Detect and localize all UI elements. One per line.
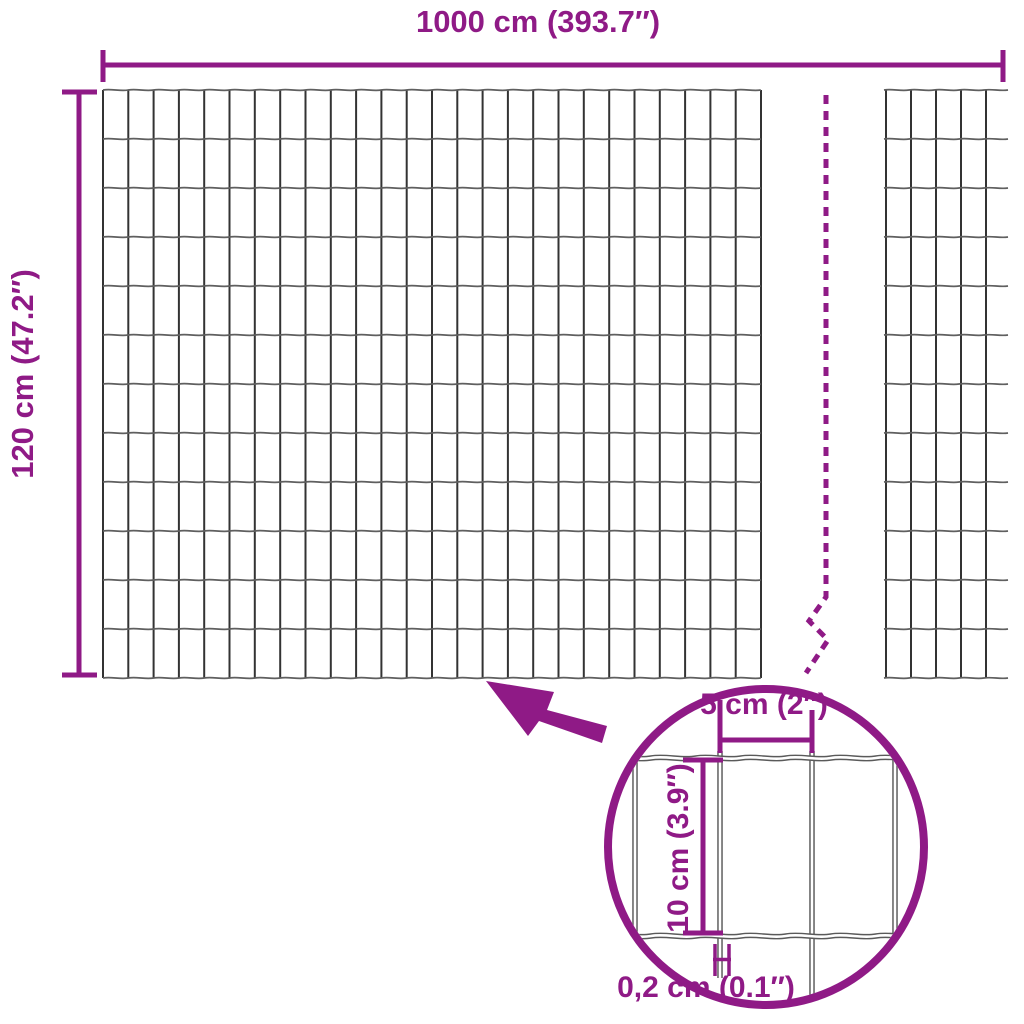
- width-dimension-label: 1000 cm (393.7″): [416, 4, 660, 39]
- cell-width-label: 5 cm (2″): [700, 688, 828, 721]
- cell-height-dimension: 10 cm (3.9″): [662, 757, 723, 936]
- magnifier-circle-icon: [604, 685, 928, 1009]
- fence-mesh-right: [883, 88, 1009, 680]
- width-dimension: 1000 cm (393.7″): [100, 4, 1006, 82]
- cell-width-dimension: 5 cm (2″): [700, 688, 828, 753]
- wire-thickness-label: 0,2 cm (0.1″): [617, 971, 795, 1004]
- height-dimension: 120 cm (47.2″): [5, 89, 97, 678]
- height-dimension-label: 120 cm (47.2″): [5, 269, 40, 479]
- fence-mesh-main: [102, 88, 762, 680]
- break-line: [803, 95, 832, 675]
- magnifier-arrow-icon: [486, 681, 607, 743]
- cell-height-label: 10 cm (3.9″): [662, 763, 695, 932]
- wire-thickness-dimension: 0,2 cm (0.1″): [617, 944, 795, 1004]
